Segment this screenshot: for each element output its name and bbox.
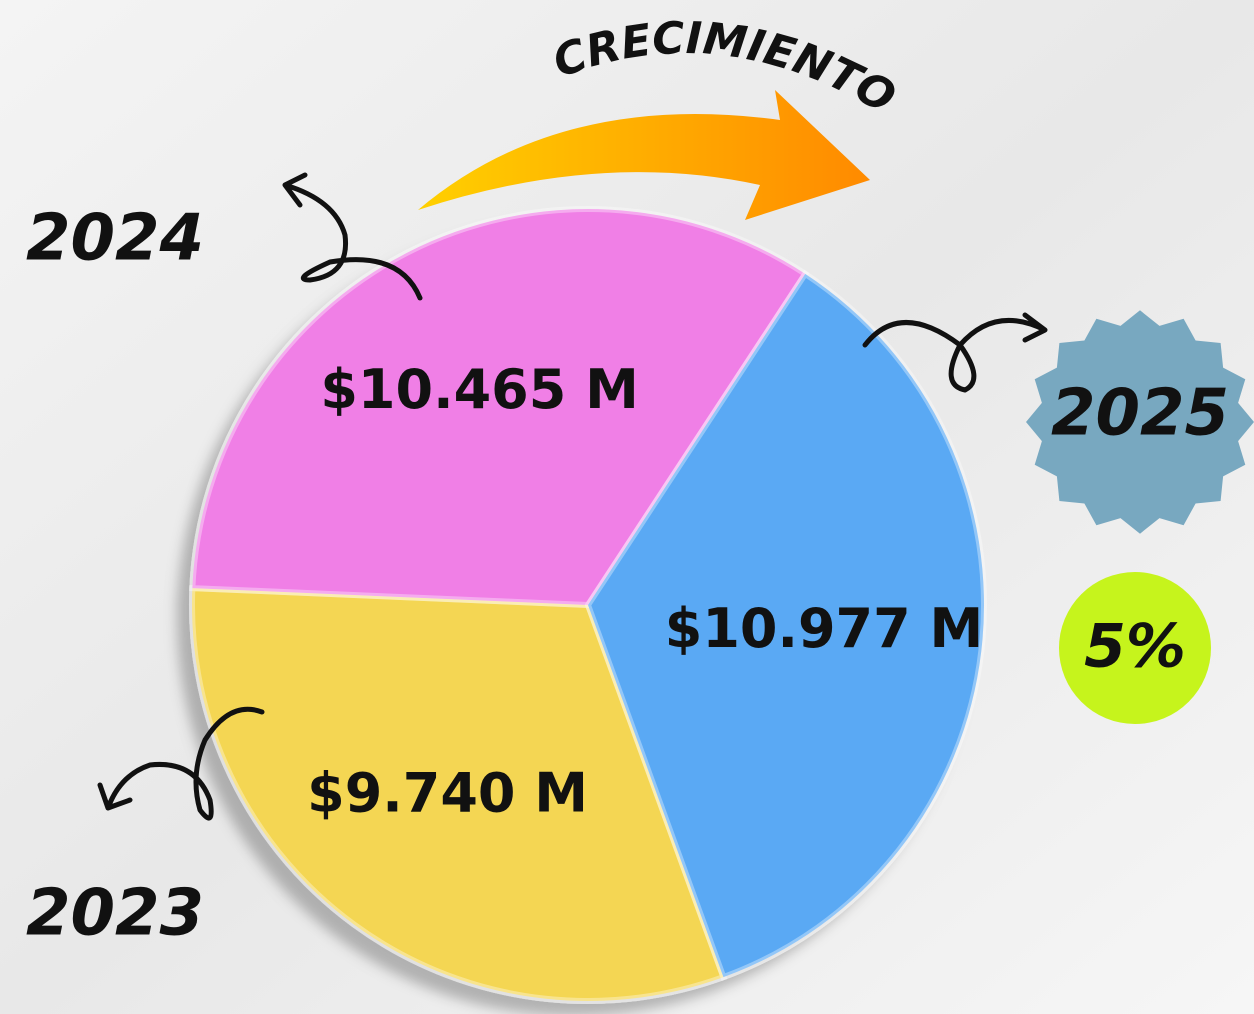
value-labels: $9.740 M $10.465 M $10.977 M [307, 358, 983, 824]
pie-slice [189, 584, 728, 1004]
growth-arrow [418, 90, 870, 220]
arrow-2023 [97, 706, 265, 821]
value-label: $9.740 M [307, 761, 588, 824]
growth-annotation: 5% [1084, 612, 1186, 682]
value-label: $10.977 M [665, 597, 984, 660]
pie-slice [584, 269, 987, 981]
year-label: 2024 [26, 202, 204, 276]
growth-badge [1059, 572, 1211, 724]
arrow-2025 [862, 312, 1048, 393]
value-label: $10.465 M [320, 358, 639, 421]
pie [189, 206, 987, 1004]
year-label: 2025 [1051, 377, 1229, 451]
year-badge [1026, 310, 1254, 534]
arrow-2024 [282, 172, 423, 301]
year-label: 2023 [26, 877, 204, 951]
